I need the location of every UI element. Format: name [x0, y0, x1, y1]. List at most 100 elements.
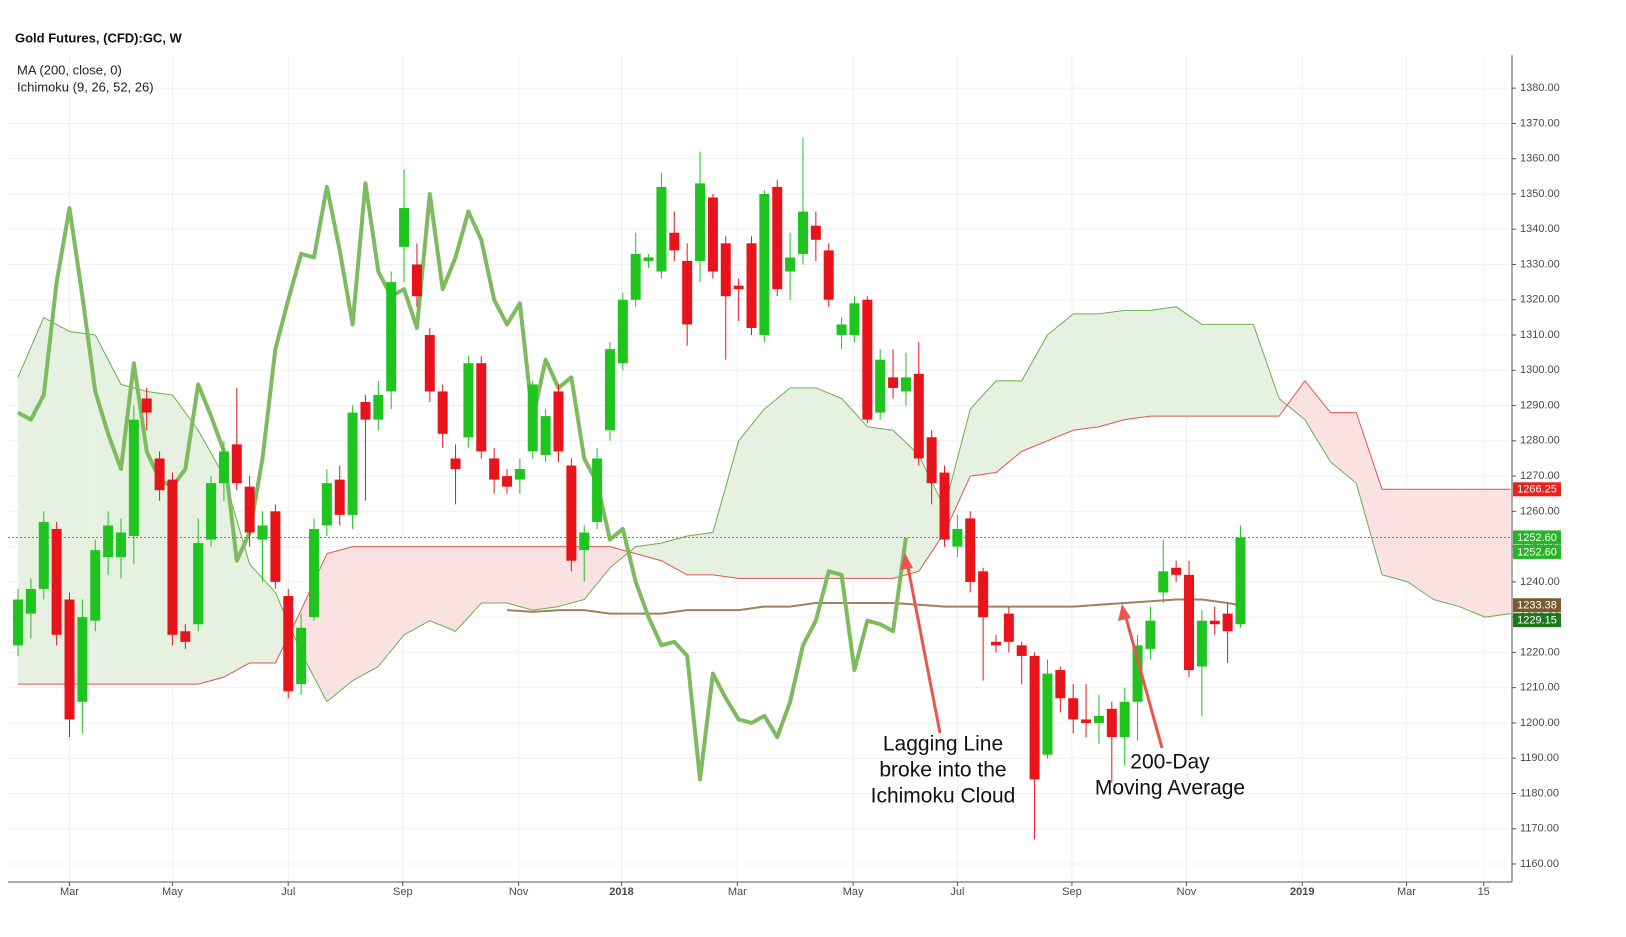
candle-body [1016, 645, 1027, 656]
candle-body [656, 186, 667, 272]
candle-body [823, 250, 834, 300]
cloud-fill [995, 380, 1022, 473]
candle-body [643, 257, 654, 261]
lagging-line [17, 181, 908, 782]
cloud-fill [1279, 380, 1305, 420]
moving-average-line [506, 598, 1241, 615]
indicator-label: Ichimoku (9, 26, 52, 26) [17, 79, 154, 94]
annotation-text: 200-Day [1130, 751, 1210, 774]
y-tick-label: 1270.00 [1520, 470, 1560, 482]
candle-body [141, 398, 152, 413]
candle-body [939, 472, 950, 540]
cloud-fill [223, 476, 250, 678]
annotation-text: Ichimoku Cloud [871, 785, 1016, 808]
cloud-fill [1124, 310, 1151, 420]
cloud-fill [1253, 324, 1280, 417]
candle-body [952, 528, 963, 547]
candles [13, 137, 1246, 840]
x-tick-label: 15 [1478, 886, 1490, 898]
axes: 1160.00 1170.00 1180.00 1190.00 1200.00 1210.… [8, 55, 1560, 898]
price-tag [1513, 530, 1561, 545]
candle-body [695, 183, 706, 261]
y-tick-label: 1200.00 [1520, 717, 1560, 729]
candle-body [1171, 567, 1182, 575]
cloud-fill [1227, 324, 1254, 417]
span-a-line [17, 306, 1511, 703]
price-tag-label: 1266.25 [1517, 484, 1557, 496]
candle-body [450, 458, 461, 470]
candle-body [399, 208, 410, 247]
candle-body [193, 543, 204, 625]
cloud-fill [532, 546, 559, 611]
cloud-fill [1304, 380, 1331, 462]
candle-body [154, 458, 165, 491]
candle-body [386, 282, 397, 392]
candle-body [1222, 613, 1233, 632]
y-tick-label: 1380.00 [1520, 82, 1560, 94]
cloud-fill [1356, 412, 1383, 575]
cloud-fill [712, 440, 739, 579]
candle-body [592, 458, 603, 522]
candle-body [707, 197, 718, 272]
candle-body [772, 186, 783, 290]
annotations: Lagging Line broke into the Ichimoku Cloud… [871, 553, 1245, 808]
cloud-fill [249, 564, 276, 663]
candle-body [990, 641, 1001, 646]
candle-body [270, 511, 281, 582]
y-tick-label: 1290.00 [1520, 399, 1560, 411]
candle-body [527, 384, 538, 452]
x-tick-label: Jul [281, 886, 295, 898]
cloud-fill [1459, 489, 1485, 618]
annotation-arrow [1123, 613, 1164, 749]
y-tick-label: 1340.00 [1520, 223, 1560, 235]
candle-body [1106, 708, 1117, 738]
candle-body [888, 377, 899, 388]
cloud-fill [1330, 412, 1357, 484]
indicator-label: MA (200, close, 0) [17, 62, 122, 77]
candle-body [218, 451, 229, 484]
candle-body [231, 444, 242, 484]
candle-body [566, 465, 577, 561]
candle-body [283, 595, 294, 692]
candle-body [630, 253, 641, 300]
y-tick-label: 1350.00 [1520, 188, 1560, 200]
cloud-fill [378, 546, 405, 667]
candle-body [167, 479, 178, 635]
cloud-fill [1047, 313, 1074, 441]
candle-body [128, 419, 139, 537]
cloud-fill [635, 543, 662, 561]
y-tick-label: 1160.00 [1520, 858, 1559, 870]
x-tick-label: 2019 [1290, 886, 1314, 898]
candle-body [244, 486, 255, 533]
candle-body [965, 518, 976, 582]
candle-body [1184, 574, 1195, 671]
candle-body [1196, 620, 1207, 667]
candle-body [411, 264, 422, 297]
candle-body [25, 588, 36, 614]
cloud-fill [301, 553, 327, 702]
x-tick-label: Nov [509, 886, 529, 898]
price-tag-label: 1252.60 [1517, 546, 1557, 558]
candle-body [797, 211, 808, 254]
candle-body [1132, 645, 1143, 702]
candle-body [514, 469, 525, 480]
cloud-fill [1098, 310, 1125, 427]
candle-body [51, 528, 62, 635]
y-tick-label: 1190.00 [1520, 752, 1559, 764]
candle-body [373, 394, 384, 420]
y-tick-label: 1320.00 [1520, 294, 1560, 306]
candle-body [1119, 701, 1130, 738]
candle-body [115, 532, 126, 558]
candle-body [502, 476, 513, 487]
candle-body [733, 285, 744, 290]
candle-body [1081, 719, 1092, 723]
cloud-fill [1201, 324, 1228, 417]
candle-body [682, 260, 693, 325]
chart-title: Gold Futures, (CFD):GC, W [15, 30, 183, 45]
candle-body [810, 225, 821, 240]
candle-body [553, 391, 564, 452]
candle-body [759, 193, 770, 336]
candle-body [1003, 613, 1014, 642]
y-tick-label: 1240.00 [1520, 576, 1560, 588]
